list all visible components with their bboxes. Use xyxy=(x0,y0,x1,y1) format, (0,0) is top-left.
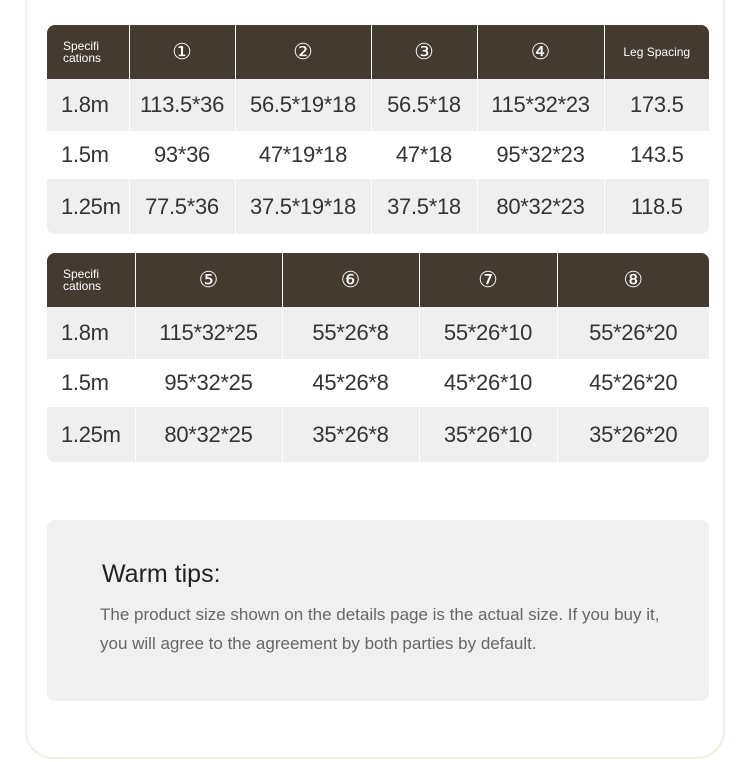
header-part-8: ⑧ xyxy=(556,253,709,307)
dimension-cell: 80*32*23 xyxy=(476,179,604,234)
dimension-cell: 56.5*19*18 xyxy=(234,79,371,131)
dimension-cell: 56.5*18 xyxy=(370,79,477,131)
header-part-6: ⑥ xyxy=(281,253,419,307)
dimension-cell: 45*26*20 xyxy=(556,359,709,407)
warm-tips-title: Warm tips: xyxy=(102,560,221,588)
size-cell: 1.5m xyxy=(47,359,135,407)
table-row: 1.5m 95*32*25 45*26*8 45*26*10 45*26*20 xyxy=(47,359,709,407)
dimension-cell: 45*26*8 xyxy=(281,359,419,407)
spec-table-2: Specifi cations ⑤ ⑥ ⑦ ⑧ 1.8m 115*32*25 55*… xyxy=(47,253,709,462)
dimension-cell: 55*26*20 xyxy=(556,307,709,359)
table-header-row: Specifi cations ① ② ③ ④ Leg Spacing xyxy=(47,25,709,79)
spec-table-1: Specifi cations ① ② ③ ④ Leg Spacing 1.8m… xyxy=(47,25,709,234)
dimension-cell: 55*26*10 xyxy=(418,307,557,359)
dimension-cell: 95*32*25 xyxy=(134,359,282,407)
table-row: 1.25m 80*32*25 35*26*8 35*26*10 35*26*20 xyxy=(47,407,709,462)
header-part-7: ⑦ xyxy=(418,253,557,307)
dimension-cell: 37.5*19*18 xyxy=(234,179,371,234)
header-part-4: ④ xyxy=(476,25,604,79)
dimension-cell: 35*26*10 xyxy=(418,407,557,462)
dimension-cell: 115*32*25 xyxy=(134,307,282,359)
warm-tips-box: Warm tips: The product size shown on the… xyxy=(47,520,709,701)
dimension-cell: 173.5 xyxy=(603,79,709,131)
size-cell: 1.25m xyxy=(47,179,129,234)
header-leg-spacing: Leg Spacing xyxy=(603,25,709,79)
table-row: 1.5m 93*36 47*19*18 47*18 95*32*23 143.5 xyxy=(47,131,709,179)
header-part-5: ⑤ xyxy=(134,253,282,307)
table-row: 1.25m 77.5*36 37.5*19*18 37.5*18 80*32*23 118… xyxy=(47,179,709,234)
dimension-cell: 80*32*25 xyxy=(134,407,282,462)
table-row: 1.8m 115*32*25 55*26*8 55*26*10 55*26*20 xyxy=(47,307,709,359)
table-row: 1.8m 113.5*36 56.5*19*18 56.5*18 115*32*23 17… xyxy=(47,79,709,131)
dimension-cell: 95*32*23 xyxy=(476,131,604,179)
dimension-cell: 143.5 xyxy=(603,131,709,179)
dimension-cell: 93*36 xyxy=(128,131,235,179)
dimension-cell: 37.5*18 xyxy=(370,179,477,234)
dimension-cell: 77.5*36 xyxy=(128,179,235,234)
size-cell: 1.8m xyxy=(47,307,135,359)
dimension-cell: 47*18 xyxy=(370,131,477,179)
header-specifications: Specifi cations xyxy=(47,25,129,79)
dimension-cell: 113.5*36 xyxy=(128,79,235,131)
header-part-3: ③ xyxy=(370,25,477,79)
dimension-cell: 47*19*18 xyxy=(234,131,371,179)
dimension-cell: 115*32*23 xyxy=(476,79,604,131)
dimension-cell: 45*26*10 xyxy=(418,359,557,407)
dimension-cell: 55*26*8 xyxy=(281,307,419,359)
header-part-1: ① xyxy=(128,25,235,79)
dimension-cell: 35*26*20 xyxy=(556,407,709,462)
warm-tips-text: The product size shown on the details pa… xyxy=(100,605,660,653)
size-cell: 1.5m xyxy=(47,131,129,179)
dimension-cell: 35*26*8 xyxy=(281,407,419,462)
size-cell: 1.8m xyxy=(47,79,129,131)
content-card xyxy=(25,0,725,759)
dimension-cell: 118.5 xyxy=(603,179,709,234)
size-cell: 1.25m xyxy=(47,407,135,462)
table-header-row: Specifi cations ⑤ ⑥ ⑦ ⑧ xyxy=(47,253,709,307)
header-specifications: Specifi cations xyxy=(47,253,135,307)
header-part-2: ② xyxy=(234,25,371,79)
